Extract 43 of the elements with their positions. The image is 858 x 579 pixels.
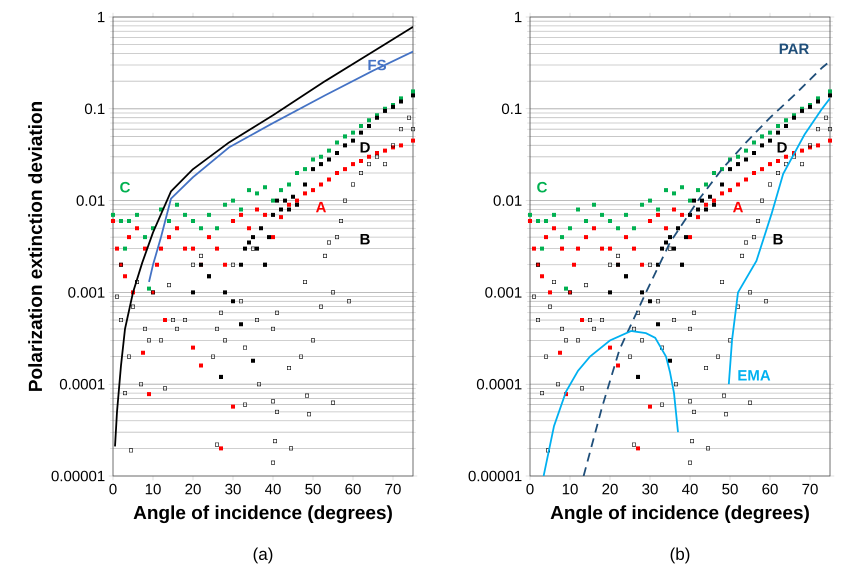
- x-axis-title: Angle of incidence (degrees): [134, 505, 392, 524]
- x-tick-label: 20: [602, 484, 618, 494]
- y-tick-label: 0.00001: [468, 470, 522, 482]
- y-tick-label: 0.0001: [60, 378, 104, 390]
- y-tick-label: 1: [98, 12, 104, 22]
- x-tick-label: 10: [146, 484, 161, 494]
- x-tick-label: 30: [642, 484, 658, 494]
- series-label: PAR: [780, 44, 809, 54]
- y-tick-label: 0.01: [494, 195, 522, 206]
- x-tick-label: 50: [305, 484, 321, 494]
- series-label: C: [120, 182, 130, 192]
- series-label: C: [537, 182, 548, 192]
- y-tick-label: 0.0001: [476, 378, 522, 390]
- x-tick-label: 70: [802, 484, 818, 494]
- series-label: B: [774, 234, 783, 244]
- x-tick-label: 50: [722, 484, 738, 494]
- y-tick-label: 0.1: [502, 103, 522, 114]
- y-tick-label: 0.00001: [52, 470, 104, 482]
- x-tick-label: 70: [385, 484, 401, 494]
- series-label: A: [316, 202, 326, 212]
- x-tick-label: 60: [762, 484, 778, 494]
- y-tick-label: 0.1: [84, 103, 104, 114]
- x-tick-label: 40: [682, 484, 698, 494]
- y-axis-title: Polarization extinction deviation: [28, 102, 42, 391]
- x-tick-label: 10: [562, 484, 578, 494]
- x-tick-label: 40: [265, 484, 281, 494]
- y-tick-label: 1: [515, 12, 522, 22]
- text: (b): [670, 548, 690, 564]
- x-tick-label: 30: [225, 484, 241, 494]
- x-tick-label: 60: [345, 484, 361, 494]
- series-label: D: [360, 142, 370, 153]
- series-label: B: [360, 234, 370, 244]
- y-tick-label: 0.01: [76, 195, 104, 206]
- x-tick-label: 20: [185, 484, 201, 494]
- x-tick-label: 0: [109, 484, 117, 494]
- text: (a): [254, 548, 272, 564]
- y-tick-label: 0.001: [68, 287, 104, 298]
- series-label: D: [778, 142, 787, 153]
- x-axis-title: Angle of incidence (degrees): [550, 505, 809, 524]
- series-label: EMA: [738, 370, 770, 380]
- series-label: A: [732, 202, 744, 212]
- y-tick-label: 0.001: [485, 287, 522, 298]
- x-tick-label: 0: [526, 484, 534, 494]
